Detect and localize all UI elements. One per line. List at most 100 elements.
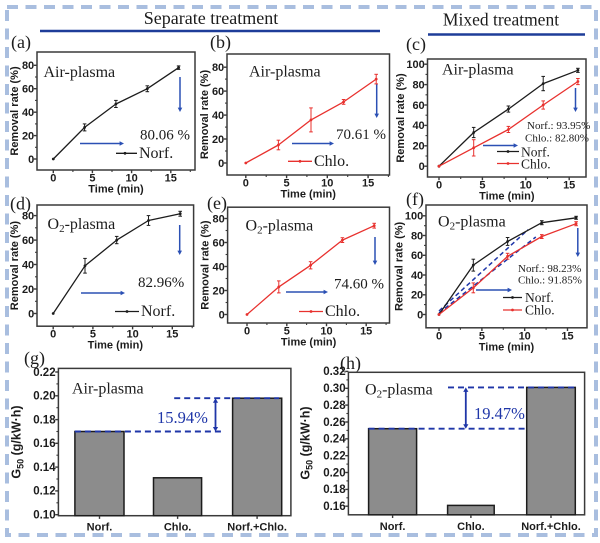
svg-text:O2-plasma: O2-plasma	[438, 214, 506, 233]
svg-text:Mixed treatment: Mixed treatment	[443, 10, 559, 30]
svg-text:Air-plasma: Air-plasma	[44, 64, 116, 81]
svg-text:10: 10	[519, 330, 531, 342]
svg-text:(b): (b)	[210, 32, 231, 53]
svg-text:5: 5	[479, 180, 485, 192]
svg-text:(g): (g)	[24, 348, 45, 369]
svg-text:40: 40	[213, 261, 225, 273]
svg-text:0: 0	[28, 308, 34, 320]
svg-text:Chlo.: Chlo.	[325, 303, 360, 320]
svg-text:0: 0	[50, 329, 56, 341]
svg-text:Time (min): Time (min)	[479, 341, 535, 353]
svg-text:80: 80	[212, 62, 224, 74]
svg-text:40: 40	[412, 120, 424, 132]
svg-text:(a): (a)	[11, 32, 31, 53]
svg-text:15: 15	[166, 329, 178, 341]
svg-text:15.94%: 15.94%	[157, 408, 208, 427]
svg-text:40: 40	[212, 110, 224, 122]
svg-text:Norf.: Norf.	[87, 522, 113, 534]
svg-text:O2-plasma: O2-plasma	[365, 382, 433, 401]
svg-text:0.10: 0.10	[33, 510, 55, 522]
svg-text:100: 100	[405, 211, 423, 223]
svg-text:Air-plasma: Air-plasma	[249, 64, 321, 81]
svg-text:10: 10	[321, 178, 333, 190]
svg-text:70.61 %: 70.61 %	[336, 127, 386, 143]
svg-text:0: 0	[436, 180, 442, 192]
svg-text:80: 80	[412, 79, 424, 91]
svg-text:20: 20	[22, 284, 34, 296]
svg-text:82.96%: 82.96%	[138, 275, 184, 291]
svg-text:0.20: 0.20	[33, 391, 55, 403]
svg-text:Air-plasma: Air-plasma	[442, 62, 514, 79]
svg-text:0: 0	[243, 178, 249, 190]
svg-text:0.16: 0.16	[323, 501, 345, 513]
svg-text:Chlo.: Chlo.	[314, 153, 349, 170]
svg-text:20: 20	[213, 285, 225, 297]
svg-text:Time (min): Time (min)	[280, 189, 336, 201]
svg-text:Time (min): Time (min)	[88, 340, 144, 352]
svg-text:15: 15	[165, 173, 177, 185]
svg-text:60: 60	[213, 237, 225, 249]
svg-text:0.30: 0.30	[323, 383, 345, 395]
svg-text:Separate treatment: Separate treatment	[144, 8, 278, 28]
svg-text:60: 60	[412, 100, 424, 112]
svg-text:15: 15	[561, 330, 573, 342]
svg-text:0.14: 0.14	[33, 462, 56, 474]
svg-text:60: 60	[22, 235, 34, 247]
svg-text:0.26: 0.26	[323, 417, 345, 429]
svg-text:Removal rate (%): Removal rate (%)	[394, 221, 406, 311]
svg-text:0.18: 0.18	[323, 484, 346, 496]
svg-text:19.47%: 19.47%	[474, 404, 525, 423]
svg-text:Norf.+Chlo.: Norf.+Chlo.	[521, 521, 581, 533]
svg-text:80: 80	[22, 210, 34, 222]
svg-text:Removal rate (%): Removal rate (%)	[199, 70, 211, 160]
svg-text:0.18: 0.18	[33, 414, 56, 426]
svg-text:(h): (h)	[340, 353, 361, 374]
svg-text:Chlo.: 91.85%: Chlo.: 91.85%	[518, 275, 582, 287]
svg-text:0.12: 0.12	[33, 486, 55, 498]
svg-text:Chlo.: Chlo.	[457, 521, 485, 533]
svg-text:0.20: 0.20	[323, 467, 345, 479]
svg-text:O2-plasma: O2-plasma	[246, 218, 314, 237]
svg-text:80.06 %: 80.06 %	[140, 128, 190, 144]
svg-text:(f): (f)	[406, 189, 424, 210]
svg-text:0.32: 0.32	[323, 366, 345, 378]
svg-text:5: 5	[284, 326, 290, 338]
svg-text:Chlo.: 82.80%: Chlo.: 82.80%	[525, 133, 589, 145]
svg-text:0.16: 0.16	[33, 438, 55, 450]
svg-text:0: 0	[50, 173, 56, 185]
svg-text:O2-plasma: O2-plasma	[48, 216, 116, 235]
svg-text:0.22: 0.22	[323, 451, 345, 463]
svg-text:Norf.: Norf.	[141, 303, 175, 320]
svg-text:0: 0	[436, 330, 442, 342]
svg-text:10: 10	[125, 173, 137, 185]
svg-text:Chlo.: Chlo.	[525, 303, 555, 318]
svg-text:5: 5	[284, 178, 290, 190]
svg-text:15: 15	[360, 326, 372, 338]
svg-text:74.60 %: 74.60 %	[334, 277, 384, 293]
svg-text:Removal rate (%): Removal rate (%)	[9, 221, 21, 311]
svg-text:Norf.: Norf.	[139, 145, 173, 162]
svg-text:Removal rate (%): Removal rate (%)	[200, 220, 212, 310]
svg-text:Norf.: Norf.	[525, 290, 554, 305]
svg-text:0: 0	[28, 154, 34, 166]
svg-text:80: 80	[213, 213, 225, 225]
svg-text:Removal rate (%): Removal rate (%)	[9, 66, 21, 156]
svg-text:Norf.+Chlo.: Norf.+Chlo.	[227, 522, 287, 534]
svg-text:0.22: 0.22	[33, 367, 55, 379]
svg-text:15: 15	[563, 180, 575, 192]
svg-text:Removal rate (%): Removal rate (%)	[395, 73, 407, 163]
svg-text:0: 0	[218, 158, 224, 170]
svg-text:0: 0	[244, 326, 250, 338]
svg-text:40: 40	[411, 270, 423, 282]
svg-text:10: 10	[520, 180, 532, 192]
svg-text:(c): (c)	[406, 34, 426, 55]
svg-text:20: 20	[212, 134, 224, 146]
svg-text:10: 10	[320, 326, 332, 338]
svg-text:5: 5	[90, 329, 96, 341]
svg-text:Time (min): Time (min)	[479, 191, 535, 203]
svg-text:Time (min): Time (min)	[88, 184, 144, 196]
svg-text:5: 5	[479, 330, 485, 342]
svg-text:100: 100	[406, 59, 424, 71]
svg-text:20: 20	[412, 141, 424, 153]
svg-text:0: 0	[219, 309, 225, 321]
